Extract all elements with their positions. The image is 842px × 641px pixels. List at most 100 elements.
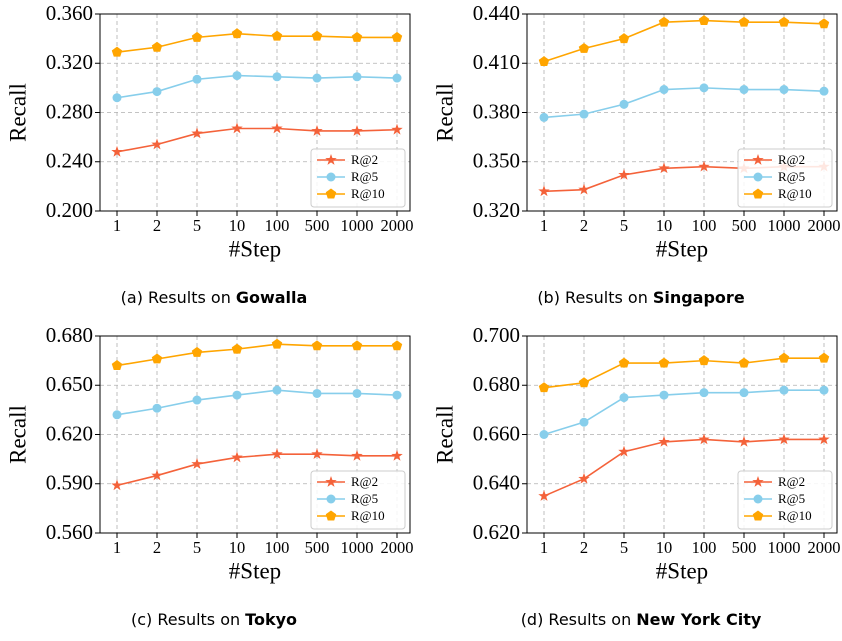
legend-label: R@5 [351, 491, 378, 506]
x-tick-label: 1 [540, 216, 548, 235]
marker [271, 448, 283, 460]
marker [659, 85, 669, 95]
marker [391, 449, 403, 461]
marker [659, 390, 669, 400]
legend: R@2 R@5 R@10 [310, 148, 406, 208]
x-tick-label: 10 [229, 216, 246, 235]
legend-marker [326, 172, 336, 182]
marker [739, 85, 749, 95]
chart: 0.320 0.350 0.380 0.410 0.440 1 2 5 10 100 500 1000… [432, 1, 840, 307]
x-axis-label: #Step [229, 236, 281, 261]
marker [352, 388, 362, 398]
marker [698, 355, 710, 366]
marker [391, 340, 403, 351]
y-axis-label: Recall [432, 83, 457, 142]
marker [352, 72, 362, 82]
y-tick-label: 0.650 [46, 372, 93, 396]
x-tick-label: 2 [153, 216, 161, 235]
marker [578, 183, 590, 195]
caption: (a) Results on Gowalla [121, 288, 308, 307]
marker [311, 340, 323, 351]
marker [112, 410, 122, 420]
legend-marker [752, 510, 764, 521]
legend-marker [325, 154, 337, 165]
marker [579, 417, 589, 427]
marker [192, 74, 202, 84]
plot-frame [526, 335, 838, 534]
legend: R@2 R@5 R@10 [737, 470, 833, 530]
marker [151, 469, 163, 481]
caption: (d) Results on New York City [521, 610, 762, 629]
legend-label: R@2 [778, 474, 805, 489]
marker [819, 385, 829, 395]
marker [579, 109, 589, 119]
marker [231, 343, 243, 354]
marker [578, 377, 590, 388]
x-tick-label: 5 [620, 538, 628, 557]
y-tick-label: 0.320 [473, 198, 520, 222]
x-tick-label: 1 [113, 216, 121, 235]
caption-text: (a) Results on [121, 288, 231, 307]
y-tick-label: 0.590 [46, 471, 93, 495]
caption: (c) Results on Tokyo [131, 610, 297, 629]
legend-label: R@2 [351, 474, 378, 489]
series-line [543, 438, 824, 497]
legend-label: R@5 [778, 169, 805, 184]
x-tick-label: 2 [580, 538, 588, 557]
x-tick-label: 10 [656, 538, 673, 557]
x-axis-label: #Step [229, 558, 281, 583]
x-tick-label: 500 [732, 216, 757, 235]
marker [699, 83, 709, 93]
y-tick-label: 0.200 [46, 198, 93, 222]
plot-frame [99, 13, 411, 212]
y-tick-label: 0.700 [473, 323, 520, 347]
marker [738, 435, 750, 447]
marker [658, 16, 670, 27]
marker [271, 338, 283, 349]
x-tick-label: 2000 [381, 538, 414, 557]
y-tick-label: 0.350 [473, 149, 520, 173]
marker [351, 449, 363, 461]
caption-text: (c) Results on [131, 610, 240, 629]
marker [312, 73, 322, 83]
y-tick-label: 0.560 [46, 520, 93, 544]
x-tick-label: 5 [193, 538, 201, 557]
marker [272, 385, 282, 395]
x-tick-label: 500 [305, 216, 330, 235]
marker [152, 87, 162, 97]
marker [311, 448, 323, 460]
x-tick-label: 1000 [768, 538, 801, 557]
marker [618, 445, 630, 457]
y-tick-label: 0.620 [46, 421, 93, 445]
caption: (b) Results on Singapore [537, 288, 745, 307]
legend-marker [325, 476, 337, 487]
marker [658, 162, 670, 174]
marker [778, 433, 790, 445]
marker [392, 390, 402, 400]
marker [151, 138, 163, 150]
marker [739, 388, 749, 398]
legend-marker [326, 494, 336, 504]
chart: 0.200 0.240 0.280 0.320 0.360 1 2 5 10 100 500 1000… [5, 1, 413, 307]
legend-label: R@5 [351, 169, 378, 184]
y-tick-label: 0.240 [46, 149, 93, 173]
x-tick-label: 2000 [381, 216, 414, 235]
legend-label: R@2 [778, 152, 805, 167]
series-line [116, 127, 398, 153]
caption-emphasis: Gowalla [236, 288, 307, 307]
marker [112, 93, 122, 103]
legend-marker [752, 188, 764, 199]
marker [578, 472, 590, 484]
y-axis-label: Recall [5, 405, 30, 464]
y-tick-label: 0.360 [46, 1, 93, 25]
x-tick-label: 2 [153, 538, 161, 557]
legend: R@2 R@5 R@10 [310, 470, 406, 530]
caption-emphasis: New York City [636, 610, 762, 629]
plot-frame [99, 335, 411, 534]
legend-marker [325, 188, 337, 199]
y-tick-label: 0.680 [473, 372, 520, 396]
legend-marker [325, 510, 337, 521]
legend-marker [753, 172, 763, 182]
marker [538, 382, 550, 393]
